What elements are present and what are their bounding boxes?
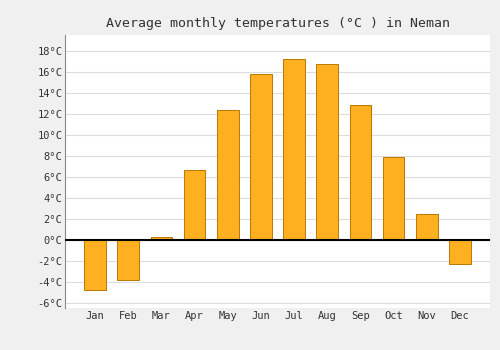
Bar [184,170,206,240]
Bar [284,59,305,240]
Title: Average monthly temperatures (°C ) in Neman: Average monthly temperatures (°C ) in Ne… [106,17,450,30]
Bar [316,64,338,240]
Bar [416,214,438,240]
Bar [449,240,470,264]
Bar [118,240,139,280]
Bar [217,110,238,240]
Bar [250,74,272,240]
Bar [350,105,371,240]
Bar [150,237,172,240]
Bar [383,157,404,240]
Bar [84,240,106,290]
